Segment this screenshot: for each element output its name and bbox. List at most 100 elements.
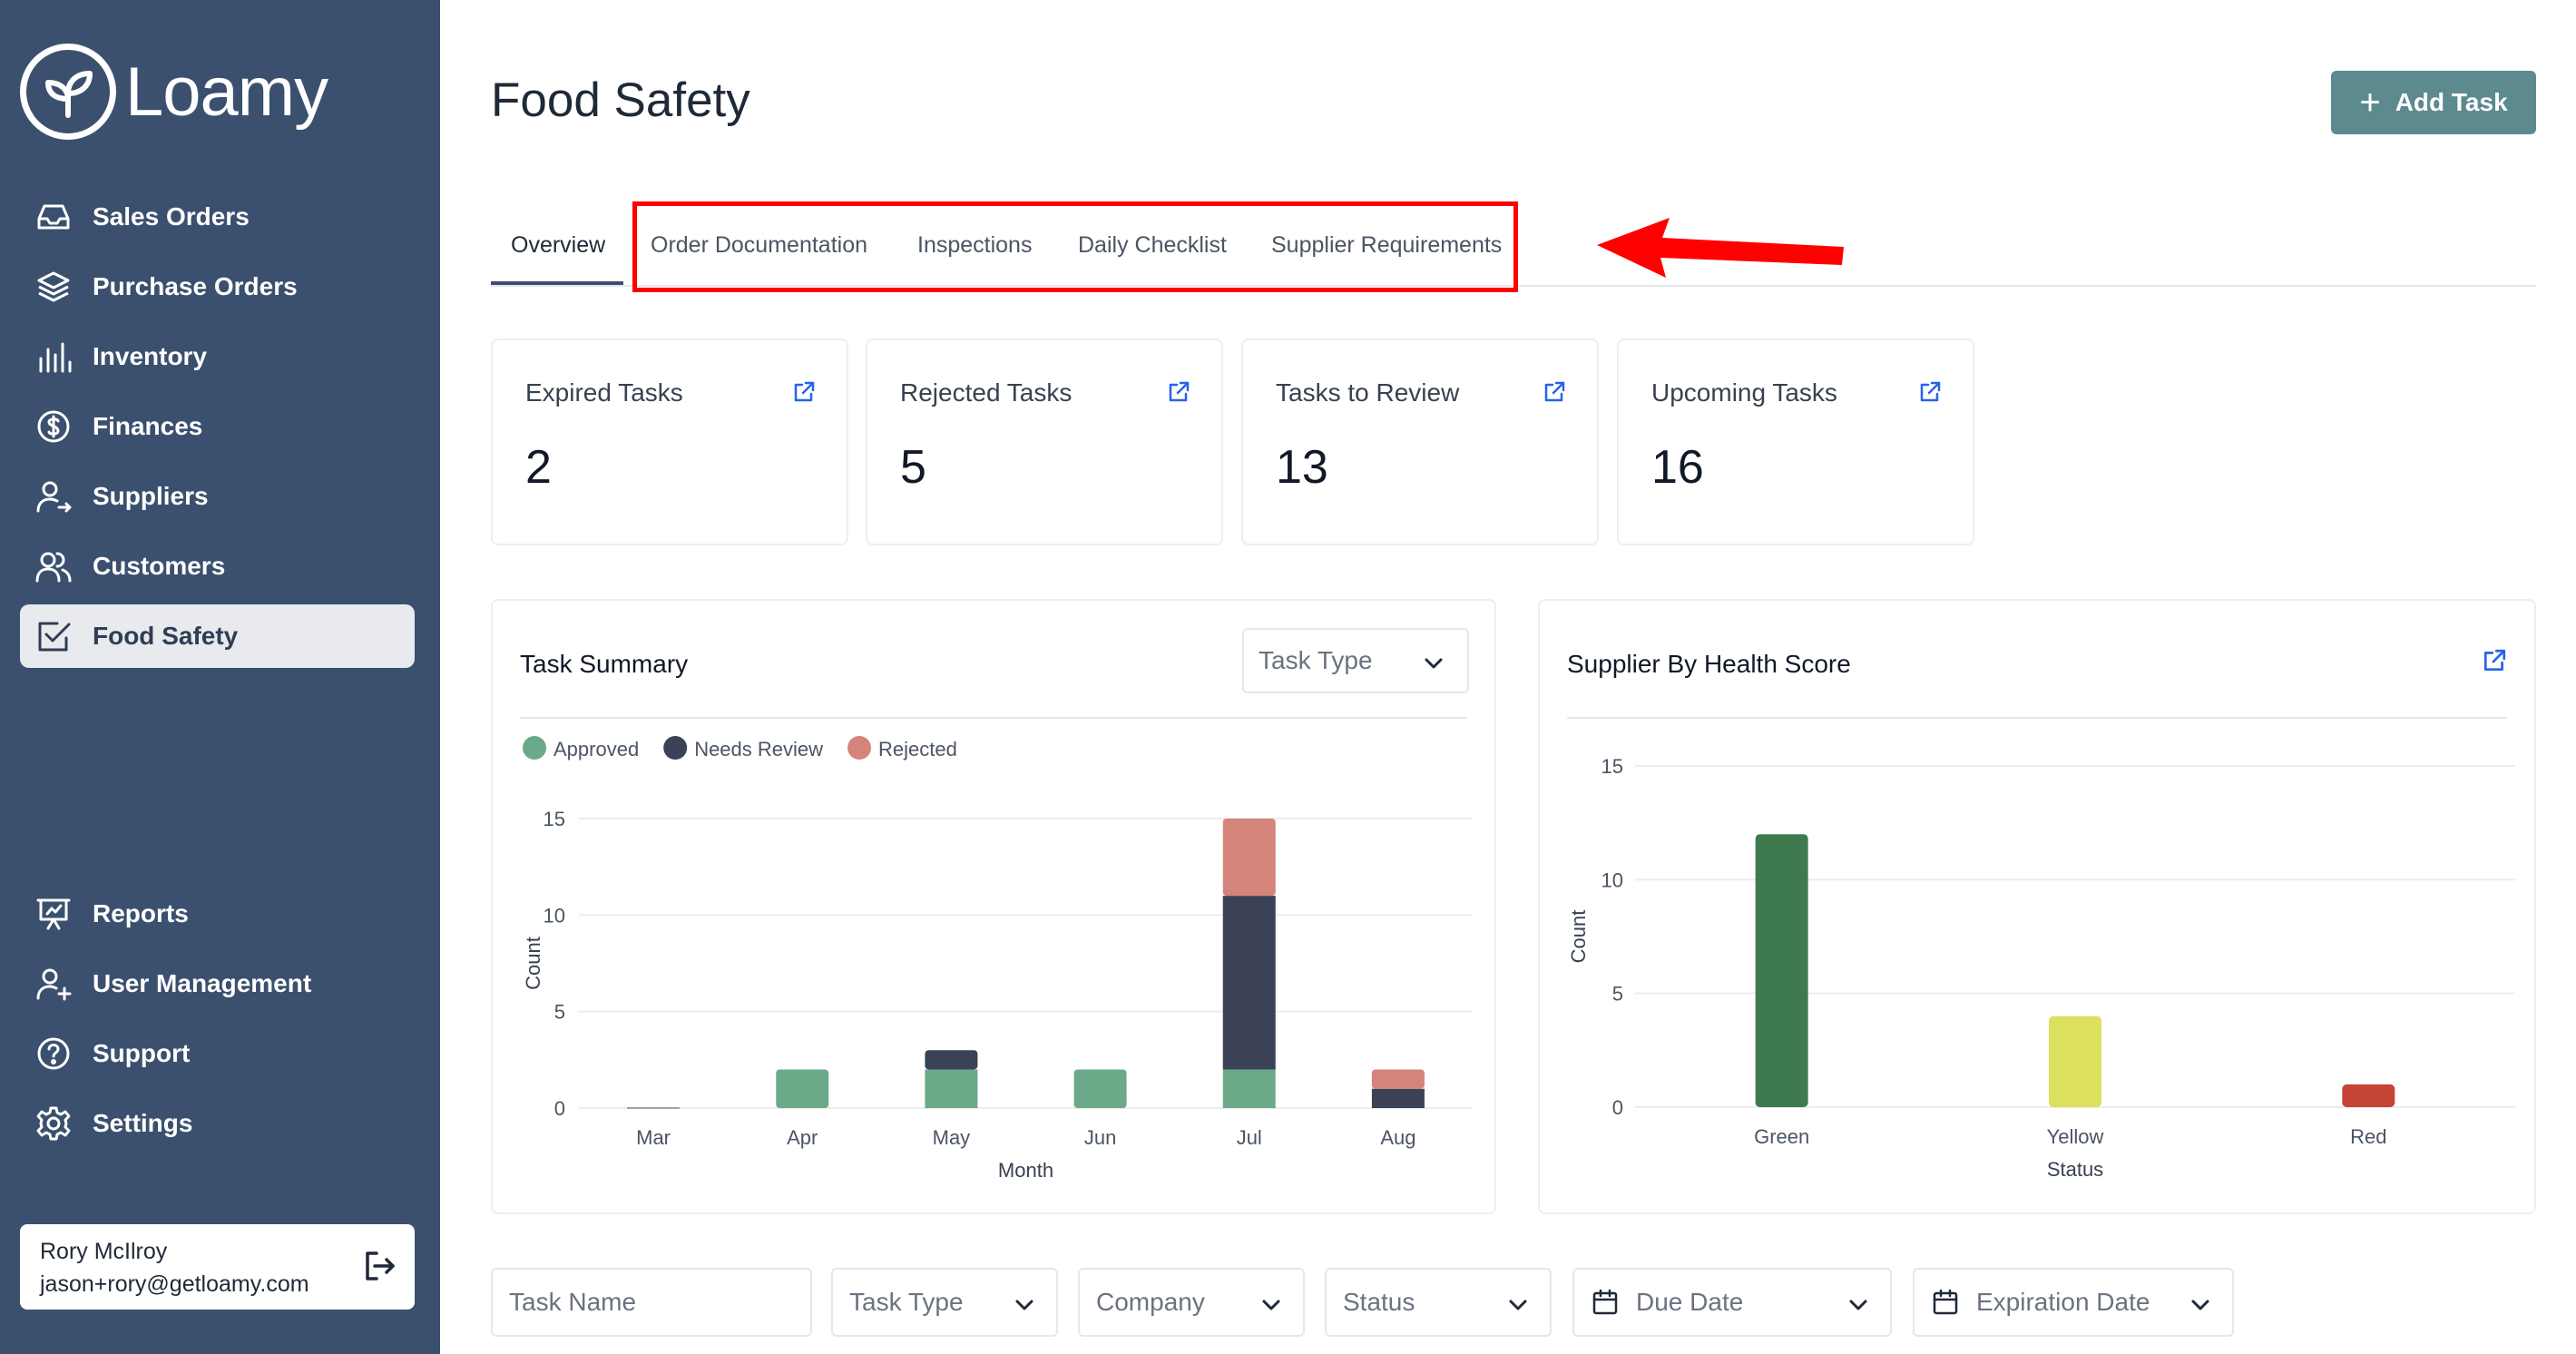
user-plus-icon (33, 963, 74, 1005)
x-tick-label: Yellow (2047, 1125, 2104, 1148)
tab-active-indicator (491, 281, 623, 285)
x-tick-label: Jun (1084, 1126, 1116, 1149)
stat-value: 5 (900, 441, 926, 494)
sidebar-item-label: Sales Orders (93, 202, 250, 231)
sidebar-item-suppliers[interactable]: Suppliers (20, 465, 415, 528)
sidebar-item-food-safety[interactable]: Food Safety (20, 604, 415, 668)
y-tick-label: 5 (554, 1001, 565, 1024)
brand-logo[interactable]: Loamy (20, 44, 328, 140)
tab-daily-checklist[interactable]: Daily Checklist (1078, 232, 1227, 258)
external-link-icon[interactable] (1543, 380, 1566, 408)
sidebar-item-label: Inventory (93, 342, 208, 370)
stat-label: Expired Tasks (525, 378, 683, 407)
sidebar-item-sales-orders[interactable]: Sales Orders (20, 185, 415, 249)
bar-segment (776, 1069, 829, 1108)
bar-segment (1371, 1069, 1425, 1089)
y-tick-label: 15 (544, 808, 565, 830)
x-axis-label: Month (998, 1159, 1053, 1182)
legend-swatch (523, 736, 546, 760)
sidebar-item-settings[interactable]: Settings (20, 1092, 415, 1155)
date-placeholder: Due Date (1636, 1288, 1744, 1316)
chevron-down-icon (1013, 1293, 1036, 1321)
legend-swatch (847, 736, 872, 760)
panel-title: Task Summary (520, 650, 689, 678)
add-task-label: Add Task (2395, 88, 2508, 116)
y-tick-label: 10 (544, 904, 565, 927)
bar-segment (1222, 819, 1276, 897)
sidebar-item-label: Finances (93, 412, 203, 440)
expiration-date-filter[interactable]: Expiration Date (1913, 1268, 2234, 1337)
user-name: Rory McIlroy (40, 1239, 168, 1264)
logout-icon[interactable] (362, 1248, 398, 1289)
sidebar-item-label: Purchase Orders (93, 272, 298, 300)
user-arrow-icon (33, 476, 74, 517)
chevron-down-icon (1259, 1293, 1283, 1321)
status-filter[interactable]: Status (1325, 1268, 1552, 1337)
sidebar-item-customers[interactable]: Customers (20, 535, 415, 598)
sidebar-item-label: Suppliers (93, 482, 209, 510)
chevron-down-icon (1506, 1293, 1530, 1321)
sidebar: Loamy Sales Orders Purchase Orders Inven… (0, 0, 440, 1354)
task-type-select[interactable]: Task Type (1242, 628, 1469, 693)
bar-segment (1222, 896, 1276, 1070)
calendar-icon (1931, 1288, 1960, 1317)
presentation-icon (33, 893, 74, 935)
add-task-button[interactable]: + Add Task (2331, 71, 2536, 134)
stat-card-tasks-to-review: Tasks to Review 13 (1241, 338, 1599, 545)
y-tick-label: 10 (1601, 868, 1623, 891)
y-tick-label: 15 (1601, 755, 1623, 778)
external-link-icon[interactable] (792, 380, 816, 408)
tab-inspections[interactable]: Inspections (917, 232, 1033, 258)
select-value: Company (1096, 1288, 1205, 1316)
sidebar-item-user-management[interactable]: User Management (20, 952, 415, 1016)
x-axis-label: Status (2047, 1158, 2103, 1181)
y-axis-label: Count (1567, 910, 1590, 964)
x-tick-label: Mar (636, 1126, 671, 1149)
annotation-arrow (1597, 218, 1844, 278)
user-email: jason+rory@getloamy.com (40, 1271, 309, 1297)
input-placeholder: Task Name (509, 1288, 637, 1316)
bar (2049, 1016, 2101, 1107)
plus-icon: + (2359, 83, 2381, 123)
sidebar-item-finances[interactable]: Finances (20, 395, 415, 458)
x-tick-label: Aug (1380, 1126, 1415, 1149)
brand-name: Loamy (125, 53, 328, 131)
legend-swatch (663, 736, 688, 760)
y-tick-label: 0 (1612, 1096, 1623, 1119)
panel-title: Supplier By Health Score (1567, 650, 1851, 678)
x-tick-label: Green (1754, 1125, 1809, 1148)
sidebar-item-label: Food Safety (93, 622, 239, 650)
external-link-icon[interactable] (1167, 380, 1190, 408)
chevron-down-icon (2189, 1293, 2212, 1321)
stat-value: 2 (525, 441, 552, 494)
company-filter[interactable]: Company (1078, 1268, 1305, 1337)
legend-label: Rejected (878, 738, 957, 760)
y-tick-label: 0 (554, 1097, 565, 1120)
sidebar-item-purchase-orders[interactable]: Purchase Orders (20, 255, 415, 319)
y-axis-label: Count (522, 937, 544, 990)
stat-label: Upcoming Tasks (1651, 378, 1837, 407)
select-value: Status (1343, 1288, 1415, 1316)
checkbox-icon (33, 615, 74, 657)
bars-icon (33, 336, 74, 378)
sidebar-item-support[interactable]: Support (20, 1022, 415, 1085)
tab-supplier-requirements[interactable]: Supplier Requirements (1271, 232, 1503, 258)
bar-segment (1371, 1088, 1425, 1108)
task-name-input[interactable]: Task Name (491, 1268, 812, 1337)
x-tick-label: Jul (1237, 1126, 1262, 1149)
external-link-icon[interactable] (1918, 380, 1942, 408)
annotation-highlight-box (632, 201, 1518, 292)
user-card: Rory McIlroy jason+rory@getloamy.com (20, 1224, 415, 1310)
sidebar-item-inventory[interactable]: Inventory (20, 325, 415, 388)
stat-value: 13 (1276, 441, 1328, 494)
tab-order-documentation[interactable]: Order Documentation (651, 232, 868, 258)
sidebar-item-reports[interactable]: Reports (20, 882, 415, 946)
task-type-filter[interactable]: Task Type (831, 1268, 1058, 1337)
tab-overview[interactable]: Overview (511, 232, 606, 258)
bar-segment (925, 1069, 978, 1108)
leaf-icon (20, 44, 116, 140)
due-date-filter[interactable]: Due Date (1572, 1268, 1892, 1337)
sidebar-item-label: User Management (93, 969, 312, 997)
external-link-icon[interactable] (2482, 648, 2507, 678)
panel-divider (1567, 717, 2507, 719)
